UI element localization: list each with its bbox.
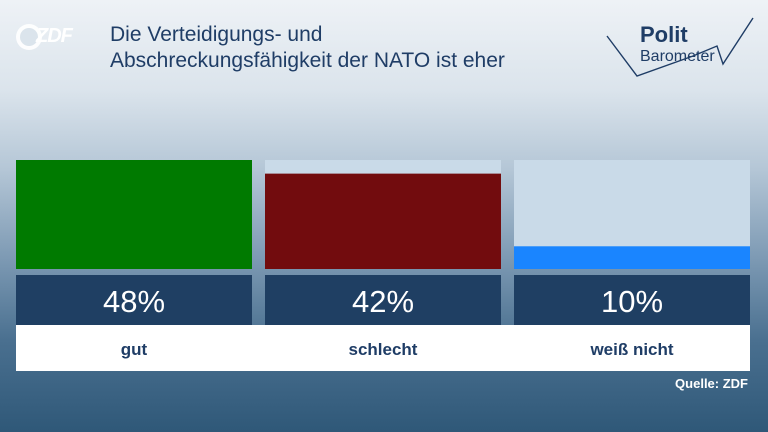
category-label-strip <box>16 325 750 371</box>
politbarometer-logo-icon <box>606 17 754 77</box>
data-label: 42% <box>352 284 414 319</box>
value-box <box>16 275 252 325</box>
category-label: weiß nicht <box>589 340 673 359</box>
value-box <box>265 275 501 325</box>
bar <box>265 173 501 269</box>
source-label: Quelle: ZDF <box>675 376 748 391</box>
value-box <box>514 275 750 325</box>
category-label: schlecht <box>349 340 418 359</box>
brand-word-polit: Polit <box>640 22 688 47</box>
bar <box>16 160 252 269</box>
zdf-logo-icon <box>16 24 42 50</box>
bar <box>514 246 750 269</box>
chart-title-line-1: Die Verteidigungs- und <box>110 23 323 46</box>
chart-title-line-2: Abschreckungsfähigkeit der NATO ist eher <box>110 49 505 72</box>
zdf-logo-text: ZDF <box>36 25 73 47</box>
category-label: gut <box>121 340 148 359</box>
chart-title: Die Verteidigungs- und Abschreckungsfähi… <box>110 22 580 74</box>
data-label: 48% <box>103 284 165 319</box>
data-label: 10% <box>601 284 663 319</box>
brand-word-barometer: Barometer <box>640 48 715 65</box>
